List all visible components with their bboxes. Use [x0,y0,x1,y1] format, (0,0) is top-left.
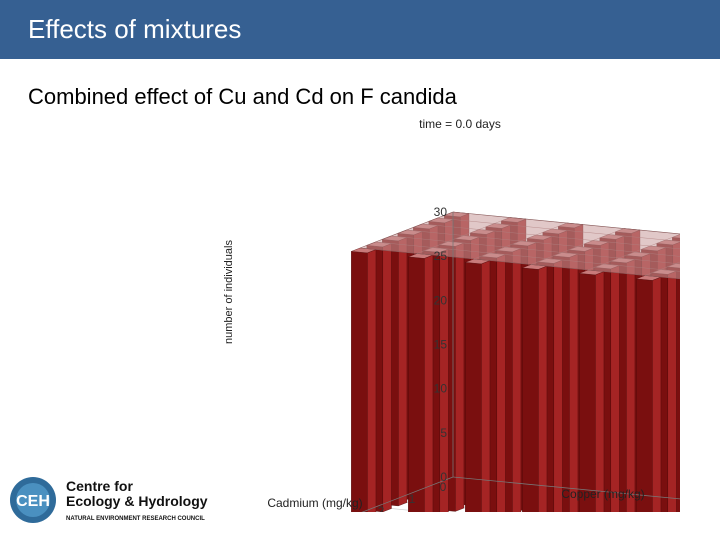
surface-mesh-line [416,217,511,254]
chart-surface [359,211,680,280]
cadmium-axis-line [361,476,454,512]
bar3d-chart: 30252015105001230246 time = 0.0 days num… [223,117,680,512]
chart-axes: 30252015105001230246 [361,205,680,512]
slide-subtitle: Combined effect of Cu and Cd on F candid… [28,84,457,109]
ceh-logo: CEH Centre for Ecology & Hydrology NATUR… [10,477,208,523]
bar-side-face [367,249,377,512]
surface-mesh-line [530,228,625,265]
bar-side-face [538,265,548,512]
z-tick-label: 10 [434,382,448,396]
bar-side-face [553,259,563,512]
bar-side-face [496,254,506,512]
bar-front-face [351,251,368,512]
bar [636,275,662,512]
copper-axis-line [452,476,680,500]
bar-side-face [595,271,605,512]
surface-mesh-line [587,234,680,271]
bar-side-face [667,270,677,512]
bar [351,247,377,512]
z-axis-label: number of individuals [223,240,235,344]
bar-side-face [424,254,434,512]
bar [579,269,605,512]
y-axis-label: Copper (mg/kg) [561,487,644,501]
bar-front-face [465,262,482,512]
slide-title: Effects of mixtures [28,14,242,44]
bar-side-face [481,260,491,512]
surface-mesh-line [644,261,680,276]
z-tick-label: 30 [434,205,448,219]
z-tick-label: 15 [434,338,448,352]
x-axis-label: Cadmium (mg/kg) [267,496,362,510]
bar [408,253,434,512]
logo-line2: Ecology & Hydrology [66,493,208,509]
chart-title: time = 0.0 days [419,117,501,131]
z-tick-label: 20 [434,293,448,307]
cadmium-tick-label: 0 [440,480,447,494]
bar-side-face [652,276,662,512]
cadmium-tick-label: 1 [409,492,416,506]
z-tick-label: 5 [440,426,447,440]
bar-front-face [408,256,425,512]
bar-side-face [610,265,620,512]
bar-front-face [636,278,653,512]
bar [465,258,491,512]
bar-side-face [626,259,636,512]
cadmium-tick-label: 2 [378,504,385,512]
logo-line3: NATURAL ENVIRONMENT RESEARCH COUNCIL [66,516,205,522]
bar-side-face [398,237,408,507]
title-bar: Effects of mixtures [0,0,720,59]
bar-side-face [569,253,579,512]
logo-line1: Centre for [66,478,133,494]
logo-ring-icon [16,483,50,517]
bar-side-face [382,243,392,512]
logo-abbr: CEH [16,493,50,510]
bar [522,264,548,512]
bar-front-face [579,273,596,512]
z-tick-label: 0 [440,470,447,484]
bar-side-face [455,242,465,512]
z-tick-label: 25 [434,249,448,263]
bar-front-face [522,267,539,512]
bar-side-face [512,248,522,512]
surface-mesh-line [473,222,568,260]
